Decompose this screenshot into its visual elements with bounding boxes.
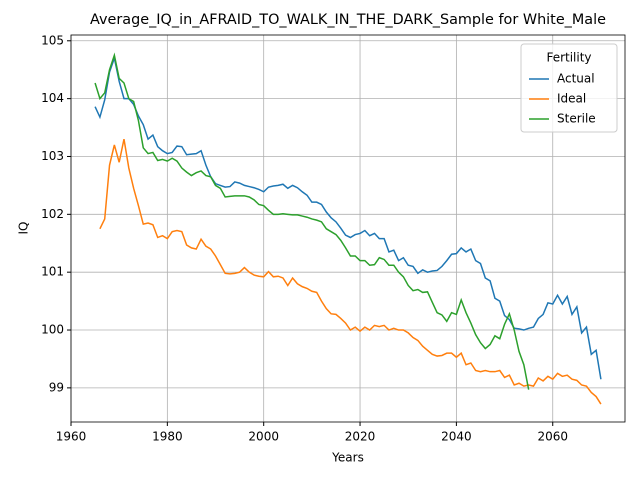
legend-box [520,43,618,133]
x-axis-label: Years [331,451,364,465]
chart-title: Average_IQ_in_AFRAID_TO_WALK_IN_THE_DARK… [90,12,606,28]
line [99,138,602,405]
plot-frame [70,34,626,423]
y-tick-label: 100 [41,323,64,337]
x-tick-label: 2060 [537,430,568,444]
y-axis-label: IQ [17,222,31,235]
y-tick-label: 105 [41,33,64,47]
y-tick-label: 101 [41,265,64,279]
x-tick-label: 2000 [248,430,279,444]
legend-label: Ideal [557,92,586,106]
line [94,52,530,390]
x-tick-label: 1960 [56,430,87,444]
legend-label: Actual [557,72,595,86]
legend: Fertility Actual Ideal Sterile [520,43,618,133]
line [94,55,602,380]
y-tick-label: 104 [41,91,64,105]
x-tick-label: 2040 [441,430,472,444]
y-tick-label: 103 [41,149,64,163]
y-tick-label: 102 [41,207,64,221]
legend-title: Fertility [546,51,591,65]
x-tick-label: 2020 [345,430,376,444]
legend-label: Sterile [557,112,596,126]
x-tick-label: 1980 [152,430,183,444]
y-tick-label: 99 [49,380,64,394]
